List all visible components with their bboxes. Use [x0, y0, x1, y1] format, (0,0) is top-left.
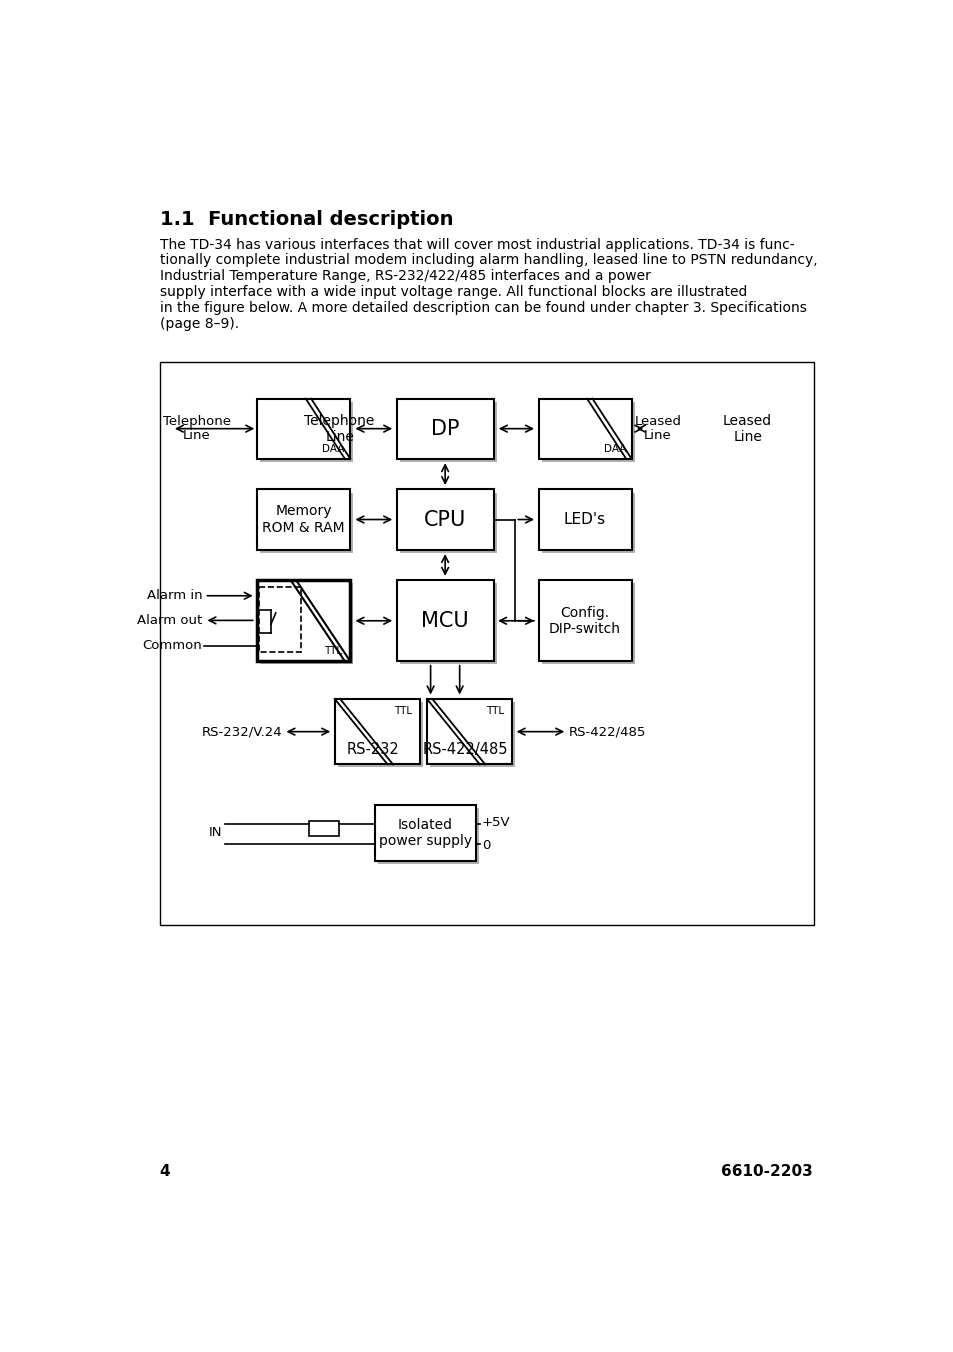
Bar [335, 699, 419, 764]
Text: CPU: CPU [423, 510, 466, 530]
Text: IN: IN [209, 826, 222, 840]
Bar [159, 362, 814, 925]
Text: RS-232/V.24: RS-232/V.24 [201, 725, 282, 738]
Text: 6610-2203: 6610-2203 [720, 1164, 812, 1179]
Bar [541, 584, 634, 664]
Text: tionally complete industrial modem including alarm handling, leased line to PSTN: tionally complete industrial modem inclu… [159, 253, 817, 268]
Text: supply interface with a wide input voltage range. All functional blocks are illu: supply interface with a wide input volta… [159, 285, 746, 299]
Bar [377, 808, 478, 864]
Bar [537, 580, 631, 661]
Bar [541, 402, 634, 462]
Bar [430, 702, 515, 768]
Text: 4: 4 [159, 1164, 170, 1179]
Text: The TD-34 has various interfaces that will cover most industrial applications. T: The TD-34 has various interfaces that wi… [159, 238, 793, 251]
Text: DAA: DAA [603, 443, 625, 454]
Text: Telephone: Telephone [163, 415, 231, 429]
Bar [427, 699, 512, 764]
Bar [399, 584, 497, 664]
Bar [399, 492, 497, 553]
Text: Memory
ROM & RAM: Memory ROM & RAM [262, 504, 345, 534]
Text: RS-232: RS-232 [346, 742, 399, 757]
Text: TTL: TTL [324, 646, 342, 657]
Bar [396, 580, 493, 661]
Text: Line: Line [183, 430, 211, 442]
Bar [375, 806, 476, 861]
Bar [258, 587, 300, 652]
Text: 1.1  Functional description: 1.1 Functional description [159, 210, 453, 228]
Text: Common: Common [142, 639, 202, 652]
Bar [260, 402, 353, 462]
Bar [260, 584, 353, 664]
Text: (page 8–9).: (page 8–9). [159, 316, 238, 331]
Bar [541, 492, 634, 553]
Text: Config.
DIP-switch: Config. DIP-switch [548, 606, 620, 635]
Text: Industrial Temperature Range, RS-232/422/485 interfaces and a power: Industrial Temperature Range, RS-232/422… [159, 269, 650, 284]
Bar [257, 489, 350, 549]
Bar [260, 492, 353, 553]
Bar [257, 399, 350, 458]
Text: Alarm out: Alarm out [137, 614, 202, 627]
Text: Leased: Leased [634, 415, 680, 429]
Text: RS-422/485: RS-422/485 [422, 742, 508, 757]
Bar [399, 402, 497, 462]
Bar [537, 399, 631, 458]
Text: LED's: LED's [563, 512, 605, 527]
Bar [337, 702, 422, 768]
Bar [396, 399, 493, 458]
Text: RS-422/485: RS-422/485 [568, 725, 645, 738]
Text: Alarm in: Alarm in [147, 589, 202, 602]
Text: in the figure below. A more detailed description can be found under chapter 3. S: in the figure below. A more detailed des… [159, 301, 805, 315]
Text: Telephone
Line: Telephone Line [304, 414, 375, 443]
Bar [309, 821, 338, 836]
Text: +5V: +5V [481, 817, 510, 829]
Text: Line: Line [643, 430, 671, 442]
Text: 0: 0 [481, 840, 490, 853]
Bar [537, 489, 631, 549]
Text: Leased
Line: Leased Line [722, 414, 771, 443]
Bar [396, 489, 493, 549]
Text: MCU: MCU [421, 611, 469, 631]
Text: TTL: TTL [394, 706, 412, 715]
Text: Isolated
power supply: Isolated power supply [378, 818, 472, 848]
Bar [257, 580, 350, 661]
Text: DAA: DAA [322, 443, 344, 454]
Text: TTL: TTL [485, 706, 503, 715]
Text: DP: DP [431, 419, 459, 438]
